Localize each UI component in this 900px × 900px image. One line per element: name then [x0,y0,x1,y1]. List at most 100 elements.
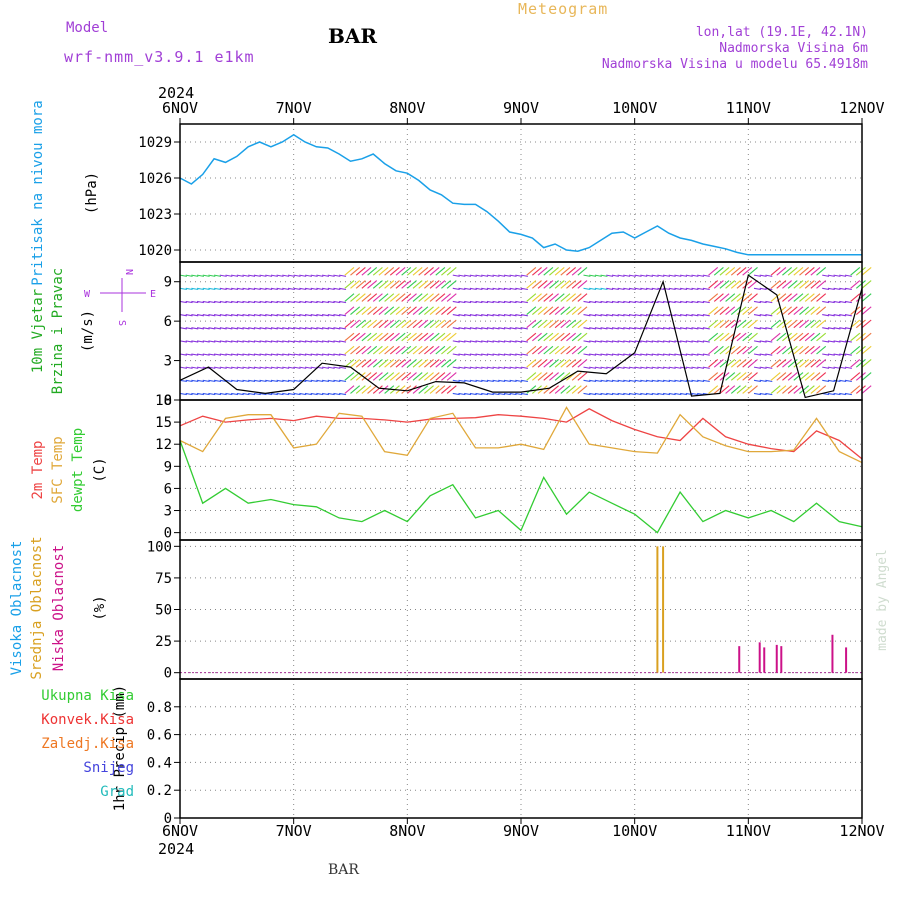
wind-barb [537,280,548,289]
wind-barb [753,392,762,396]
wind-barb [560,280,571,289]
wind-barb [515,340,523,343]
wind-barb [344,372,355,381]
wind-barb [770,385,781,394]
wind-barb [827,366,835,369]
wind-barb [702,379,710,383]
wind-barb [248,379,256,383]
wind-barb [662,340,671,343]
wind-barb [571,267,582,276]
wind-barb [259,327,267,330]
wind-barb [708,293,719,302]
wind-barb [202,287,210,291]
wind-barb [350,267,361,276]
wind-barb [401,359,412,368]
wind-barb [299,314,307,317]
wind-barb [441,267,451,276]
wind-barb [691,274,699,277]
wind-barb [787,293,798,302]
wind-barb [412,293,423,302]
wind-barb [822,274,830,277]
wind-barb [736,345,747,355]
wind-barb [594,379,602,383]
wind-barb [259,392,267,396]
wind-barb [617,287,625,291]
wind-barb [571,372,582,381]
wind-barb [822,340,830,343]
wind-barb [492,327,500,330]
wind-barb [855,267,866,276]
wind-barb [651,287,659,291]
wind-barb [378,332,389,342]
wind-barb [606,314,614,317]
wind-barb [412,319,423,329]
wind-barb [248,274,256,277]
wind-barb [389,267,400,276]
wind-barb [486,353,494,356]
wind-barb [355,267,366,276]
wind-barb [583,392,591,396]
wind-barb [481,287,489,291]
wind-barb [191,392,199,396]
wind-barb [640,274,648,277]
wind-barb [662,314,671,317]
wind-barb [759,353,767,356]
wind-barb [231,300,239,304]
compass-south: S [116,320,127,326]
wind-barb [691,314,699,317]
wind-barb [367,293,378,302]
wind-barb [566,385,577,394]
wind-barb [623,366,631,369]
wind-barb [577,385,588,394]
wind-barb [708,359,719,368]
wind-barb [577,359,588,368]
y-tick-label: 1026 [138,171,172,187]
wind-barb [242,340,250,343]
wind-barb [446,319,457,329]
wind-barb [810,267,821,276]
wind-barb [321,392,330,396]
wind-barb [532,267,542,276]
wind-barb [753,314,762,317]
wind-barb [333,327,341,330]
wind-barb [532,359,542,368]
wind-barb [617,274,625,277]
wind-barb [770,280,781,289]
wind-barb [782,306,792,315]
wind-barb [799,319,810,329]
wind-barb [367,372,378,381]
precip-legend-item: Grad [100,784,134,800]
wind-barb [600,366,608,369]
wind-barb [214,366,222,369]
precip-legend-item: Zaledj.Kisa [41,736,134,752]
wind-barb [697,314,705,317]
wind-barb [259,353,267,356]
wind-barb [412,267,423,276]
wind-barb [651,327,659,330]
wind-barb [384,319,395,329]
wind-barb [839,274,847,277]
wind-barb [406,280,417,289]
wind-barb [469,379,477,383]
wind-barb [265,327,273,330]
wind-barb [327,314,335,317]
wind-barb [674,379,682,383]
wind-barb [270,314,278,317]
wind-barb [486,327,494,330]
wind-barb [270,392,278,396]
wind-barb [747,319,758,329]
wind-barb [839,314,847,317]
wind-barb [736,332,747,342]
wind-barb [401,385,412,394]
wind-barb [753,287,762,291]
wind-barb [202,274,210,277]
wind-barb [441,372,451,381]
wind-barb [321,314,330,317]
wind-barb [486,392,494,396]
wind-barb [406,293,417,302]
wind-barb [242,366,250,369]
wind-barb [566,280,577,289]
wind-barb [276,366,284,369]
wind-barb [498,340,506,343]
wind-barb [645,392,654,396]
